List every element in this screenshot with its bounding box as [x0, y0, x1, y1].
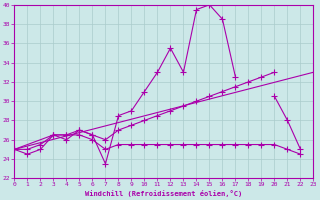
X-axis label: Windchill (Refroidissement éolien,°C): Windchill (Refroidissement éolien,°C) — [85, 190, 243, 197]
